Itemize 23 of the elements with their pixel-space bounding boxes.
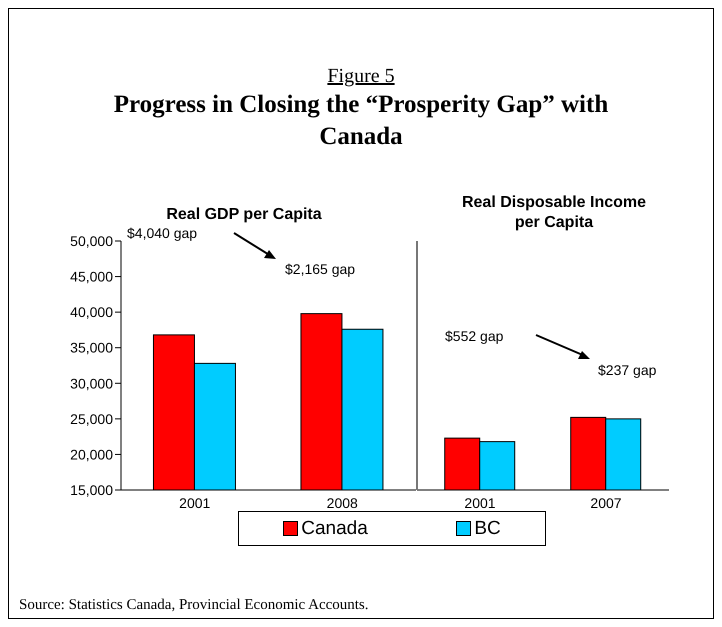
y-tick-label: 50,000 [70, 232, 114, 249]
x-tick-label: 2001 [179, 494, 211, 511]
chart-title: Progress in Closing the “Prosperity Gap” with Canada [112, 90, 610, 152]
legend-label: BC [473, 518, 501, 540]
annotation: $2,165 gap [285, 260, 356, 279]
annotation: $237 gap [598, 361, 658, 380]
text: Real Disposable Income per Capita [460, 193, 648, 233]
legend-label: Canada [300, 518, 368, 540]
x-tick-label: 2001 [464, 494, 496, 511]
source-note: Source: Statistics Canada, Provincial Economic Accounts. [19, 596, 370, 615]
x-tick-label: 2008 [326, 494, 358, 511]
chart-subtitle: Figure 5 [326, 65, 396, 88]
y-tick-label: 20,000 [70, 446, 114, 462]
y-tick-label: 40,000 [70, 304, 114, 320]
text: Real GDP per Capita [165, 205, 323, 225]
x-tick-label: 2007 [590, 494, 622, 511]
annotation: $552 gap [445, 327, 504, 346]
y-tick-label: 35,000 [70, 340, 114, 356]
text: $4,040 gap [127, 224, 198, 243]
y-tick-label: 45,000 [70, 268, 114, 285]
y-tick-label: 25,000 [70, 410, 114, 427]
y-tick-label: 30,000 [70, 375, 114, 392]
y-tick-label: 15,000 [70, 482, 114, 498]
